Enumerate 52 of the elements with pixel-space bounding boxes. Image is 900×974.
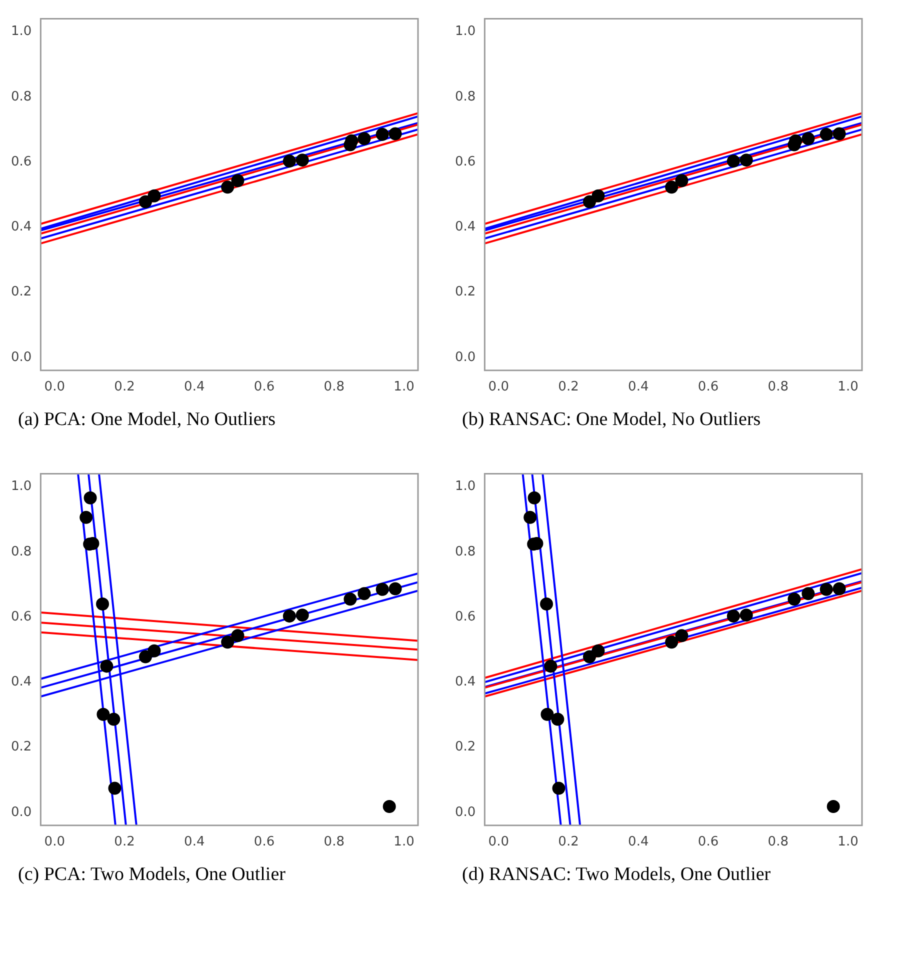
x-tick-label: 1.0 <box>838 834 858 850</box>
y-tick-label: 0.8 <box>10 544 32 559</box>
x-tick-label: 0.0 <box>488 380 509 395</box>
y-tick-label: 0.4 <box>454 220 476 235</box>
x-tick-label: 0.0 <box>44 834 65 850</box>
y-tick-label: 1.0 <box>454 478 476 494</box>
y-tick-label: 0.2 <box>454 739 476 754</box>
y-tick-label: 1.0 <box>10 478 32 494</box>
x-tick-label: 0.2 <box>114 834 135 850</box>
text: (b) RANSAC: One Model, No Outliers <box>461 408 762 432</box>
y-tick-label: 0.2 <box>10 284 32 300</box>
y-tick-label: 1.0 <box>454 24 476 40</box>
x-tick-label: 0.2 <box>558 834 579 850</box>
x-tick-label: 0.4 <box>184 380 205 395</box>
y-tick-label: 0.8 <box>454 89 476 104</box>
y-tick-label: 0.2 <box>454 284 476 300</box>
y-tick-label: 0.4 <box>454 674 476 690</box>
x-tick-label: 1.0 <box>838 380 858 395</box>
x-tick-label: 0.6 <box>698 834 719 850</box>
x-tick-label: 0.6 <box>254 380 275 395</box>
x-tick-label: 0.0 <box>488 834 509 850</box>
x-tick-label: 0.8 <box>324 380 344 395</box>
x-tick-label: 1.0 <box>394 380 414 395</box>
text: (d) RANSAC: Two Models, One Outlier <box>461 862 772 887</box>
y-tick-label: 0.0 <box>454 350 476 365</box>
y-tick-label: 0.4 <box>10 674 32 690</box>
x-tick-label: 0.6 <box>254 834 275 850</box>
x-tick-label: 0.8 <box>324 834 344 850</box>
y-tick-label: 0.4 <box>10 220 32 235</box>
x-tick-label: 0.2 <box>558 380 579 395</box>
y-tick-label: 0.6 <box>454 154 476 170</box>
y-tick-label: 0.0 <box>10 804 32 820</box>
x-tick-label: 1.0 <box>394 834 414 850</box>
text: (a) PCA: One Model, No Outliers <box>17 408 277 432</box>
y-tick-label: 1.0 <box>10 24 32 40</box>
y-tick-label: 0.0 <box>10 350 32 365</box>
y-tick-label: 0.6 <box>10 609 32 624</box>
y-tick-label: 0.0 <box>454 804 476 820</box>
y-tick-label: 0.8 <box>10 89 32 104</box>
y-tick-label: 0.8 <box>454 544 476 559</box>
text: (c) PCA: Two Models, One Outlier <box>17 862 286 887</box>
y-tick-label: 0.2 <box>10 739 32 754</box>
x-tick-label: 0.6 <box>698 380 719 395</box>
x-tick-label: 0.0 <box>44 380 65 395</box>
x-tick-label: 0.4 <box>628 834 649 850</box>
y-tick-label: 0.6 <box>10 154 32 170</box>
x-tick-label: 0.8 <box>768 380 788 395</box>
y-tick-label: 0.6 <box>454 609 476 624</box>
x-tick-label: 0.2 <box>114 380 135 395</box>
x-tick-label: 0.8 <box>768 834 788 850</box>
x-tick-label: 0.4 <box>628 380 649 395</box>
x-tick-label: 0.4 <box>184 834 205 850</box>
